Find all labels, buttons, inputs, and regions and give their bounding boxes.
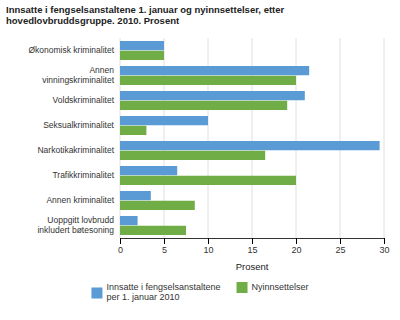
tick-label: Seksualkriminalitet: [43, 120, 114, 130]
legend-swatch: [91, 288, 102, 299]
bars: [120, 41, 380, 235]
bar: [120, 201, 195, 210]
bar: [120, 226, 186, 235]
tick: Narkotikakriminalitet: [37, 145, 120, 155]
tick: 25: [335, 238, 345, 255]
bar: [120, 91, 305, 100]
text-line: per 1. januar 2010: [106, 292, 179, 302]
axis-line: [121, 239, 385, 245]
tick-label: Narkotikakriminalitet: [37, 145, 114, 155]
bar: [120, 141, 380, 150]
bar: [120, 51, 164, 60]
text-line: Uoppgitt lovbrudd: [47, 215, 114, 225]
tick: Seksualkriminalitet: [43, 120, 120, 130]
tick: 10: [203, 238, 213, 255]
bar: [120, 151, 265, 160]
tick: 15: [247, 238, 257, 255]
bar-series: [120, 41, 380, 225]
bar-series: [120, 51, 296, 235]
tick-mark: [340, 238, 341, 244]
tick-label: 5: [162, 245, 167, 255]
legend-swatch: [237, 282, 248, 293]
tick-label: 0: [118, 245, 123, 255]
tick-label: 10: [203, 245, 213, 255]
tick: Voldskriminalitet: [53, 95, 120, 105]
tick-mark: [164, 238, 165, 244]
chart-title: Innsatte i fengselsanstaltene 1. januar …: [6, 4, 285, 26]
text-line: Trafikkriminalitet: [52, 170, 114, 180]
text-line: Nyinnsettelser: [252, 282, 309, 292]
tick: 0: [118, 238, 123, 255]
text-line: Narkotikakriminalitet: [37, 145, 114, 155]
tick-mark: [252, 238, 253, 244]
text-line: Innsatte i fengselsanstaltene: [106, 282, 220, 292]
tick-mark: [296, 238, 297, 244]
tick-label: Voldskriminalitet: [53, 95, 115, 105]
tick-label: Uoppgitt lovbruddinkludert bøtesoning: [37, 215, 114, 235]
legend-label: Innsatte i fengselsanstalteneper 1. janu…: [106, 282, 220, 303]
legend: Innsatte i fengselsanstalteneper 1. janu…: [91, 282, 308, 303]
tick-label: Økonomisk kriminalitet: [29, 45, 115, 55]
text-line: inkludert bøtesoning: [37, 225, 114, 235]
tick-label: Annen kriminalitet: [46, 195, 114, 205]
category-axis: Uoppgitt lovbruddinkludert bøtesoning Ann…: [29, 45, 121, 235]
plot-area: 0 5 10 15 20 25 30 Uoppgitt lovbruddinkludert b…: [29, 38, 390, 255]
text-line: hovedlovbruddsgruppe. 2010. Prosent: [6, 15, 180, 26]
tick-mark: [120, 238, 121, 244]
bar: [120, 126, 146, 135]
tick-mark: [208, 238, 209, 244]
tick: Trafikkriminalitet: [52, 170, 120, 180]
bar: [120, 101, 287, 110]
tick: Økonomisk kriminalitet: [29, 45, 121, 55]
value-axis: 0 5 10 15 20 25 30: [118, 238, 390, 255]
tick: Uoppgitt lovbruddinkludert bøtesoning: [37, 215, 120, 235]
text-line: Annen kriminalitet: [46, 195, 114, 205]
legend-item: Innsatte i fengselsanstalteneper 1. janu…: [91, 282, 220, 303]
text-line: Innsatte i fengselsanstaltene 1. januar …: [6, 4, 285, 15]
tick: 5: [162, 238, 167, 255]
text-line: Annen: [89, 65, 114, 75]
bar: [120, 216, 138, 225]
text-line: Voldskriminalitet: [53, 95, 115, 105]
chart-svg: Innsatte i fengselsanstaltene 1. januar …: [0, 0, 400, 320]
grid-line: [340, 38, 341, 238]
bar: [120, 166, 177, 175]
tick-mark: [384, 238, 385, 244]
grid: [120, 38, 384, 238]
tick: 20: [291, 238, 301, 255]
tick: Annen kriminalitet: [46, 195, 120, 205]
bar: [120, 66, 309, 75]
bar: [120, 76, 296, 85]
text-line: Økonomisk kriminalitet: [29, 45, 115, 55]
text-line: vinningskriminalitet: [42, 75, 114, 85]
tick-label: Annenvinningskriminalitet: [42, 65, 114, 85]
tick-label: Trafikkriminalitet: [52, 170, 114, 180]
tick-label: 20: [291, 245, 301, 255]
axis-title: Prosent: [236, 261, 269, 272]
grid-line: [384, 38, 385, 238]
chart-container: Innsatte i fengselsanstaltene 1. januar …: [0, 0, 400, 320]
bar: [120, 176, 296, 185]
text-line: Seksualkriminalitet: [43, 120, 114, 130]
tick-label: 25: [335, 245, 345, 255]
tick-label: 30: [379, 245, 389, 255]
tick: Annenvinningskriminalitet: [42, 65, 120, 85]
tick: 30: [379, 238, 389, 255]
legend-label: Nyinnsettelser: [252, 282, 309, 292]
tick-label: 15: [247, 245, 257, 255]
bar: [120, 116, 208, 125]
legend-item: Nyinnsettelser: [237, 282, 309, 293]
bar: [120, 41, 164, 50]
bar: [120, 191, 151, 200]
